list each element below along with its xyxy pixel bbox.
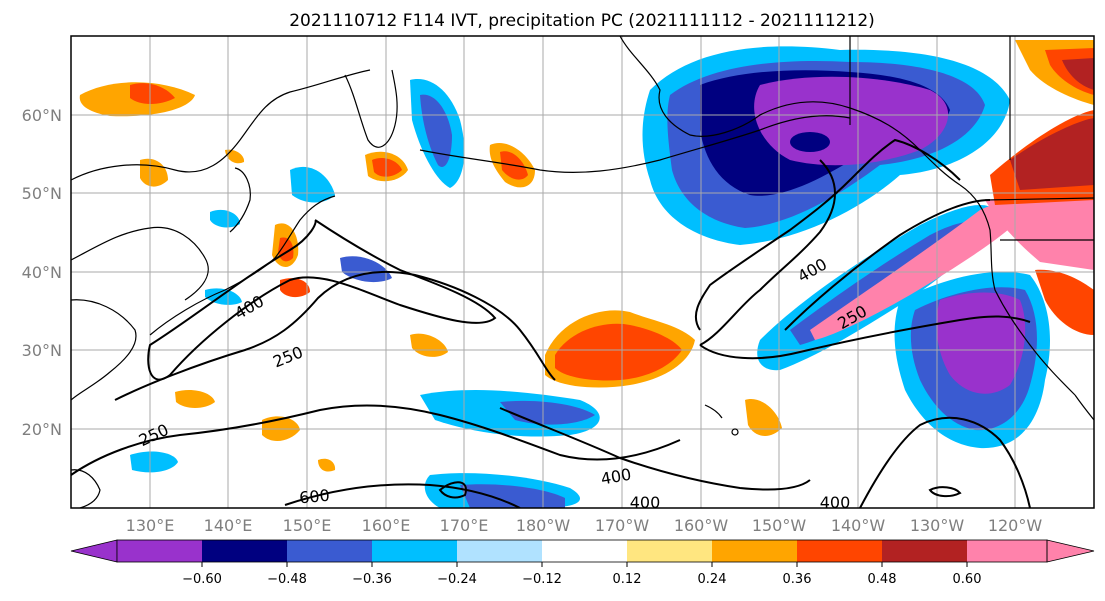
colorbar-extend-low bbox=[70, 539, 118, 563]
colorbar-ticks bbox=[201, 562, 968, 567]
colorbar-bin bbox=[797, 540, 882, 562]
colorbar-tick-label: 0.12 bbox=[613, 572, 642, 587]
colorbar-bin bbox=[287, 540, 372, 562]
lat-label: 30°N bbox=[22, 341, 62, 360]
ivt-contours bbox=[71, 138, 1031, 508]
contour-label: 400 bbox=[820, 493, 851, 512]
colorbar: −0.60 −0.48 −0.36 −0.24 −0.12 0.12 0.24 … bbox=[70, 539, 1095, 587]
lon-label: 120°W bbox=[988, 516, 1043, 535]
colorbar-bin bbox=[117, 540, 202, 562]
lon-label: 170°E bbox=[440, 516, 489, 535]
lat-label: 40°N bbox=[22, 263, 62, 282]
colorbar-tick-label: 0.48 bbox=[868, 572, 897, 587]
coastlines bbox=[71, 36, 1094, 508]
colorbar-bin bbox=[882, 540, 967, 562]
lon-label: 160°W bbox=[674, 516, 729, 535]
lon-label: 130°W bbox=[910, 516, 965, 535]
colorbar-bin bbox=[542, 540, 627, 562]
colorbar-extend-high bbox=[1046, 539, 1095, 563]
colorbar-bin bbox=[457, 540, 542, 562]
colorbar-tick-label: −0.12 bbox=[522, 572, 562, 587]
map-panel: 400 250 250 600 400 250 400 400 400 bbox=[70, 35, 1095, 512]
contour-label: 400 bbox=[630, 493, 661, 512]
lon-label: 160°E bbox=[362, 516, 411, 535]
map-title: 2021110712 F114 IVT, precipitation PC (2… bbox=[289, 11, 875, 31]
lon-label: 150°E bbox=[283, 516, 332, 535]
lon-label: 130°E bbox=[126, 516, 175, 535]
lon-label: 140°W bbox=[831, 516, 886, 535]
colorbar-bin bbox=[202, 540, 287, 562]
colorbar-tick-label: 0.60 bbox=[953, 572, 982, 587]
colorbar-bin bbox=[372, 540, 457, 562]
colorbar-bin bbox=[712, 540, 797, 562]
lon-label: 150°W bbox=[752, 516, 807, 535]
lon-label: 140°E bbox=[204, 516, 253, 535]
colorbar-tick-label: −0.48 bbox=[267, 572, 307, 587]
map-frame bbox=[70, 35, 1095, 509]
gridlines bbox=[71, 36, 1094, 508]
colorbar-bin bbox=[967, 540, 1047, 562]
colorbar-bin bbox=[627, 540, 712, 562]
lat-label: 20°N bbox=[22, 420, 62, 439]
colorbar-tick-label: 0.36 bbox=[783, 572, 812, 587]
longitude-labels: 130°E 140°E 150°E 160°E 170°E 180°W 170°… bbox=[126, 516, 1043, 535]
colorbar-tick-label: −0.24 bbox=[437, 572, 477, 587]
positive-anomaly-shading bbox=[79, 40, 1094, 472]
lon-label: 180°W bbox=[516, 516, 571, 535]
colorbar-tick-label: −0.60 bbox=[182, 572, 222, 587]
contour-label: 600 bbox=[298, 486, 330, 508]
lon-label: 170°W bbox=[595, 516, 650, 535]
colorbar-frame bbox=[116, 539, 1048, 563]
latitude-labels: 20°N 30°N 40°N 50°N 60°N bbox=[22, 106, 62, 439]
lat-label: 50°N bbox=[22, 184, 62, 203]
colorbar-tick-label: 0.24 bbox=[698, 572, 727, 587]
colorbar-tick-label: −0.36 bbox=[352, 572, 392, 587]
lat-label: 60°N bbox=[22, 106, 62, 125]
